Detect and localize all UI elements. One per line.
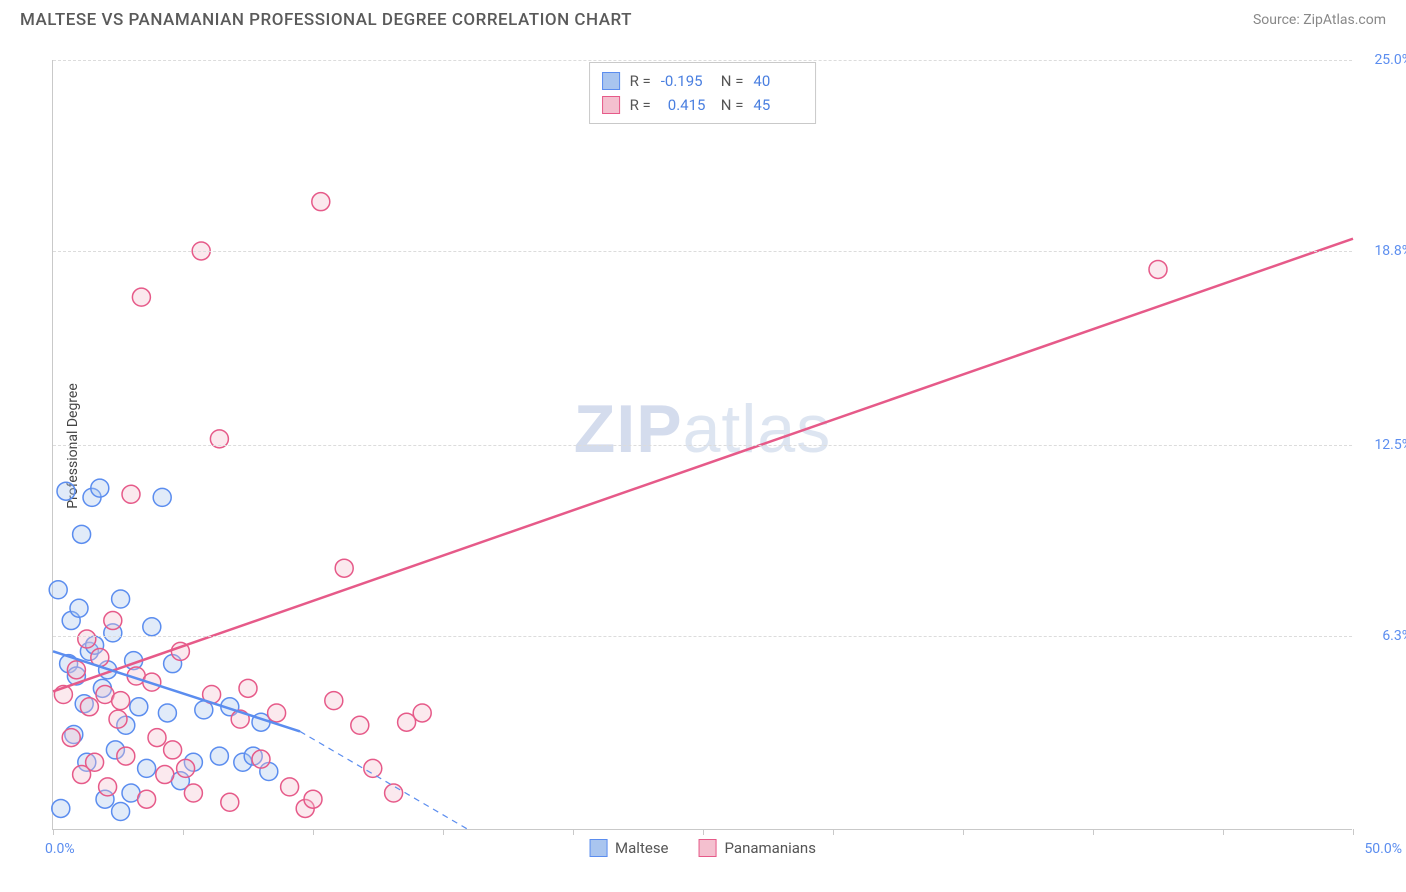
x-tick	[443, 829, 444, 835]
data-point	[73, 525, 91, 543]
data-point	[112, 803, 130, 821]
data-point	[177, 759, 195, 777]
x-tick	[1353, 829, 1354, 835]
data-point	[351, 716, 369, 734]
data-point	[268, 704, 286, 722]
x-tick	[573, 829, 574, 835]
gridline-h	[53, 636, 1352, 637]
legend-item-maltese: Maltese	[589, 839, 668, 857]
data-point	[304, 790, 322, 808]
x-tick	[1093, 829, 1094, 835]
legend-item-panamanians: Panamanians	[699, 839, 816, 857]
x-tick	[1223, 829, 1224, 835]
x-tick	[53, 829, 54, 835]
data-point	[109, 710, 127, 728]
data-point	[143, 618, 161, 636]
data-point	[1149, 260, 1167, 278]
data-point	[122, 485, 140, 503]
data-point	[112, 692, 130, 710]
data-point	[138, 790, 156, 808]
data-point	[312, 193, 330, 211]
data-point	[104, 612, 122, 630]
data-point	[281, 778, 299, 796]
data-point	[184, 784, 202, 802]
data-point	[130, 698, 148, 716]
data-point	[210, 747, 228, 765]
x-tick	[963, 829, 964, 835]
y-tick-label: 18.8%	[1357, 243, 1406, 259]
x-tick	[183, 829, 184, 835]
data-point	[398, 713, 416, 731]
legend-bottom: Maltese Panamanians	[589, 839, 816, 857]
data-point	[153, 488, 171, 506]
x-max-label: 50.0%	[1364, 841, 1402, 857]
data-point	[148, 729, 166, 747]
data-point	[78, 630, 96, 648]
data-point	[413, 704, 431, 722]
data-point	[49, 581, 67, 599]
data-point	[158, 704, 176, 722]
data-point	[67, 661, 85, 679]
data-point	[91, 479, 109, 497]
swatch-maltese-icon	[589, 839, 607, 857]
data-point	[252, 750, 270, 768]
chart-title: MALTESE VS PANAMANIAN PROFESSIONAL DEGRE…	[20, 10, 632, 30]
x-origin-label: 0.0%	[45, 841, 75, 857]
data-point	[138, 759, 156, 777]
x-tick	[313, 829, 314, 835]
data-point	[80, 698, 98, 716]
data-point	[117, 747, 135, 765]
gridline-h	[53, 445, 1352, 446]
data-point	[239, 679, 257, 697]
gridline-h	[53, 60, 1352, 61]
data-point	[335, 559, 353, 577]
data-point	[325, 692, 343, 710]
swatch-panamanians-icon	[699, 839, 717, 857]
x-tick	[703, 829, 704, 835]
data-point	[52, 799, 70, 817]
data-point	[385, 784, 403, 802]
source-label: Source: ZipAtlas.com	[1253, 12, 1386, 28]
data-point	[132, 288, 150, 306]
trend-line	[53, 239, 1353, 692]
data-point	[164, 741, 182, 759]
data-point	[112, 590, 130, 608]
x-tick	[833, 829, 834, 835]
y-tick-label: 25.0%	[1357, 52, 1406, 68]
y-tick-label: 6.3%	[1357, 628, 1406, 644]
data-point	[62, 729, 80, 747]
data-point	[99, 778, 117, 796]
trend-line	[300, 731, 469, 830]
data-point	[364, 759, 382, 777]
legend-label-panamanians: Panamanians	[725, 839, 816, 857]
legend-label-maltese: Maltese	[615, 839, 668, 857]
chart-plot-area: ZIPatlas R = -0.195 N = 40 R = 0.415 N =…	[52, 60, 1352, 830]
data-point	[70, 599, 88, 617]
data-point	[57, 482, 75, 500]
data-point	[86, 753, 104, 771]
gridline-h	[53, 251, 1352, 252]
data-point	[156, 766, 174, 784]
y-tick-label: 12.5%	[1357, 437, 1406, 453]
data-point	[221, 793, 239, 811]
